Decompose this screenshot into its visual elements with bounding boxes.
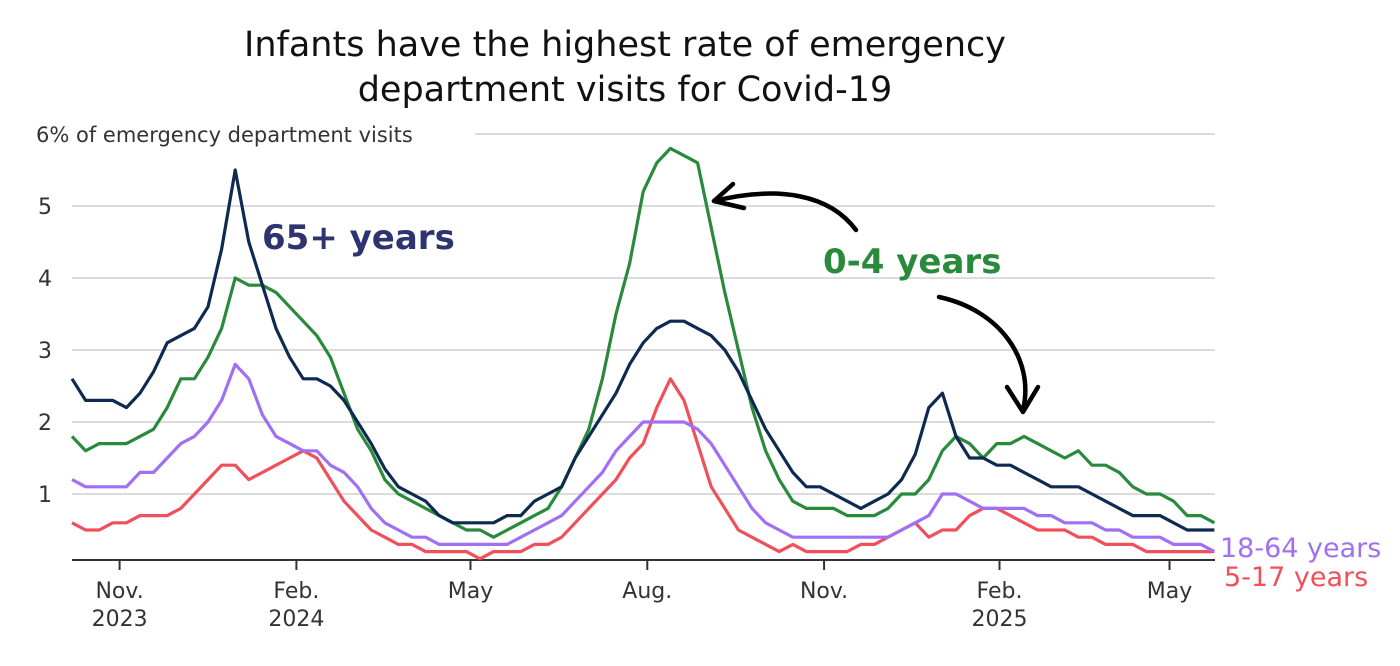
y-tick-label: 4: [38, 267, 52, 292]
y-tick-label: 2: [38, 411, 52, 436]
chart-title-line-2: department visits for Covid-19: [358, 70, 893, 110]
x-tick-label: Aug.: [622, 579, 672, 604]
gridlines: [72, 133, 1215, 495]
x-tick-year-label: 2023: [92, 607, 148, 632]
x-tick-label: Feb.: [273, 579, 319, 604]
annotation-65-plus: 65+ years: [262, 218, 455, 258]
x-tick-label: May: [1147, 579, 1192, 604]
x-tick-label: Nov.: [800, 579, 848, 604]
series-line-65-years: [70, 168, 1215, 532]
series-line-5-17-years: [71, 377, 1215, 561]
end-label-18-64: 18-64 years: [1220, 533, 1381, 564]
x-tick-year-label: 2024: [268, 607, 324, 632]
x-tick-label: Nov.: [95, 579, 143, 604]
y-tick-label: 1: [38, 483, 52, 508]
annotation-0-4: 0-4 years: [823, 242, 1001, 282]
y-tick-label: 3: [38, 339, 52, 364]
y-tick-label: 5: [38, 195, 52, 220]
series-lines: [70, 146, 1216, 561]
y-tick-labels: 1 2 3 4 5: [38, 195, 52, 508]
x-tick-label: May: [448, 579, 493, 604]
x-tick-year-label: 2025: [972, 607, 1028, 632]
y-axis-label: 6% of emergency department visits: [36, 123, 413, 147]
x-axis: Nov. 2023 Feb. 2024 May Aug. Nov. Feb. 2025 May: [72, 559, 1215, 632]
x-tick-label: Feb.: [977, 579, 1023, 604]
arrow-icon-to-summer-peak: [711, 181, 859, 233]
end-label-5-17: 5-17 years: [1224, 562, 1368, 593]
chart-title-line-1: Infants have the highest rate of emergen…: [244, 25, 1006, 65]
arrow-icon-to-winter-wave: [936, 294, 1041, 415]
series-line-18-64-years: [71, 362, 1216, 554]
